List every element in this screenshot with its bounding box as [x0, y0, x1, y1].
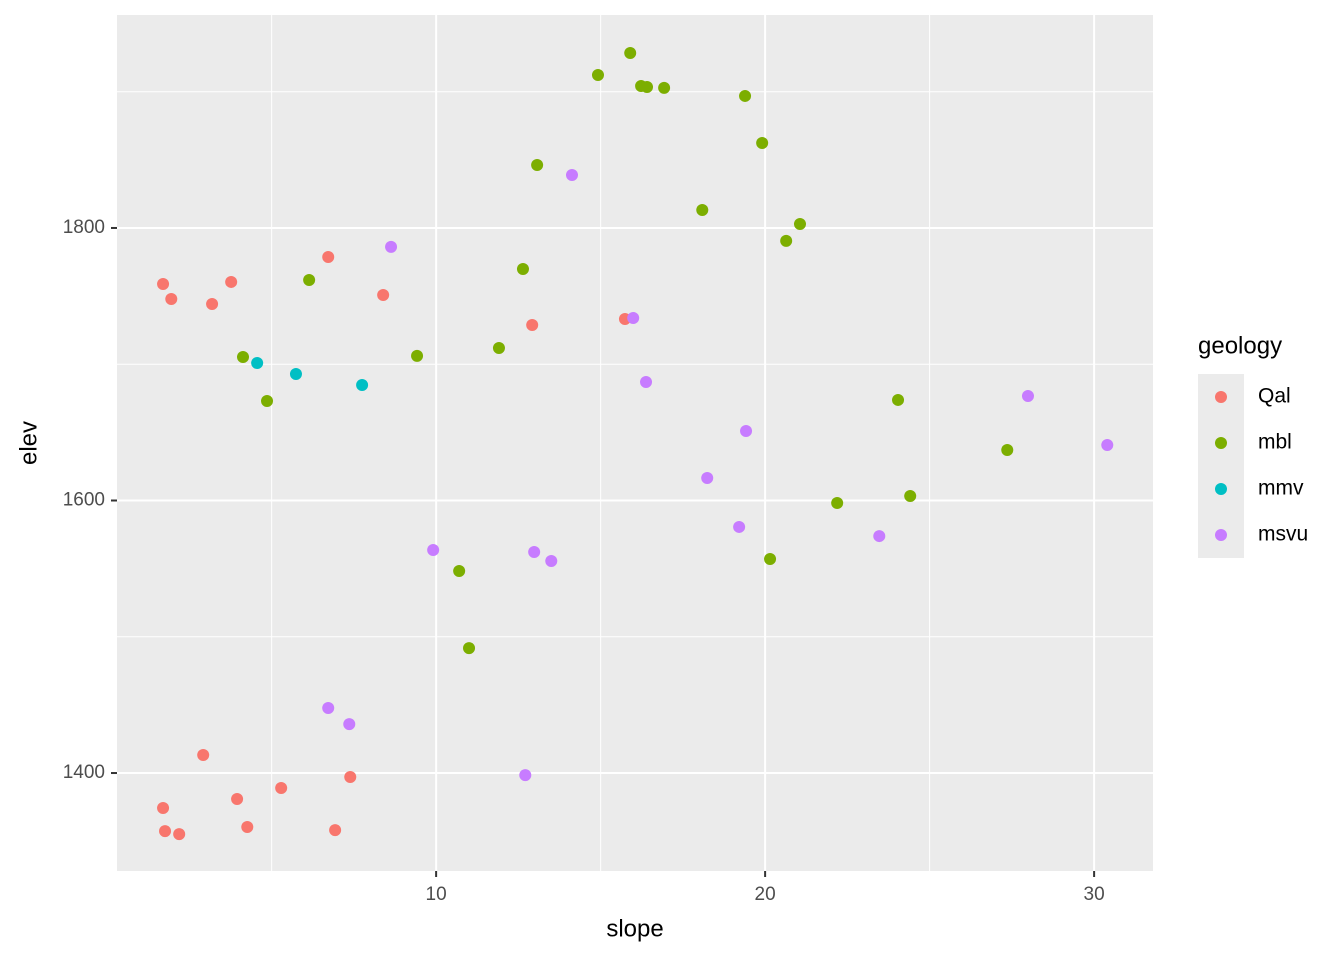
point — [385, 240, 398, 253]
point — [627, 312, 640, 325]
point — [516, 262, 529, 275]
y-tick-label: 1600 — [63, 490, 105, 511]
point — [873, 530, 886, 543]
point — [165, 292, 178, 305]
panel — [117, 15, 1153, 871]
point — [251, 357, 264, 370]
x-tick-label: 10 — [426, 884, 447, 905]
point — [322, 702, 335, 715]
y-tick-label: 1800 — [63, 217, 105, 238]
point — [831, 496, 844, 509]
point — [565, 168, 578, 181]
legend-key — [1215, 437, 1227, 449]
legend-label: mmv — [1258, 477, 1304, 500]
point — [411, 349, 424, 362]
point — [531, 159, 544, 172]
point — [892, 393, 905, 406]
point — [329, 824, 342, 837]
point — [1101, 439, 1114, 452]
point — [159, 825, 172, 838]
point — [528, 546, 541, 559]
point — [641, 80, 654, 93]
point — [237, 351, 250, 364]
point — [231, 793, 244, 806]
point — [526, 318, 539, 331]
point — [1001, 443, 1014, 456]
point — [343, 718, 356, 731]
point — [197, 749, 210, 762]
point — [780, 234, 793, 247]
point — [157, 802, 170, 815]
legend-label: msvu — [1258, 523, 1308, 546]
y-tick-label: 1400 — [63, 762, 105, 783]
point — [696, 203, 709, 216]
point — [261, 395, 274, 408]
point — [545, 555, 558, 568]
point — [640, 375, 653, 388]
point — [206, 298, 219, 311]
point — [764, 552, 777, 565]
legend-label: mbl — [1258, 431, 1292, 454]
legend-key-bg — [1198, 374, 1244, 558]
legend-title: geology — [1198, 332, 1282, 359]
point — [793, 218, 806, 231]
point — [904, 490, 917, 503]
point — [344, 770, 357, 783]
point — [756, 136, 769, 149]
point — [591, 68, 604, 81]
point — [322, 251, 335, 264]
point — [658, 81, 671, 94]
point — [453, 564, 466, 577]
point — [356, 378, 369, 391]
point — [303, 274, 316, 287]
point — [492, 342, 505, 355]
point — [733, 520, 746, 533]
point — [157, 277, 170, 290]
point — [519, 769, 532, 782]
legend-key — [1215, 529, 1227, 541]
point — [739, 89, 752, 102]
point — [241, 820, 254, 833]
legend-key — [1215, 483, 1227, 495]
point — [275, 782, 288, 795]
point — [1021, 389, 1034, 402]
legend-label: Qal — [1258, 385, 1291, 408]
y-axis-title: elev — [15, 421, 42, 465]
point — [740, 425, 753, 438]
x-tick-label: 30 — [1084, 884, 1105, 905]
point — [701, 472, 714, 485]
x-tick-label: 20 — [755, 884, 776, 905]
point — [173, 828, 186, 841]
point — [225, 275, 238, 288]
point — [463, 642, 476, 655]
point — [624, 47, 637, 60]
point — [427, 543, 440, 556]
point — [289, 368, 302, 381]
x-axis-title: slope — [606, 915, 663, 942]
point — [377, 289, 390, 302]
legend-key — [1215, 391, 1227, 403]
